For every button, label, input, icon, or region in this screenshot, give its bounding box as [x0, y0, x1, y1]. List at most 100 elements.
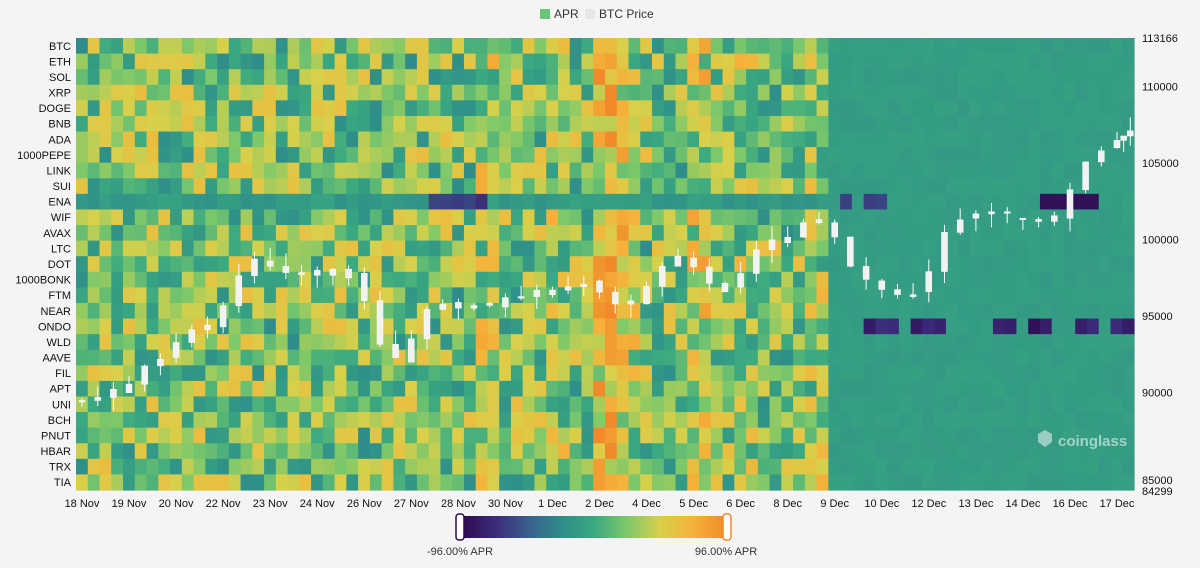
heatmap-cell[interactable] [228, 84, 242, 101]
heatmap-cell[interactable] [228, 115, 242, 133]
colorbar-max-handle[interactable] [722, 513, 732, 541]
heatmap-cell[interactable] [898, 412, 912, 429]
heatmap-cell[interactable] [851, 427, 865, 444]
heatmap-cell[interactable] [287, 178, 300, 195]
heatmap-cell[interactable] [405, 427, 418, 444]
heatmap-cell[interactable] [170, 412, 183, 429]
heatmap-cell[interactable] [816, 334, 829, 351]
heatmap-cell[interactable] [863, 412, 876, 429]
heatmap-cell[interactable] [781, 302, 794, 320]
heatmap-cell[interactable] [522, 147, 536, 164]
heatmap-cell[interactable] [887, 115, 900, 133]
heatmap-cell[interactable] [99, 147, 112, 164]
heatmap-cell[interactable] [99, 365, 112, 382]
heatmap-cell[interactable] [416, 225, 430, 242]
heatmap-cell[interactable] [381, 131, 394, 148]
heatmap-cell[interactable] [769, 427, 782, 444]
heatmap-cell[interactable] [710, 318, 724, 335]
heatmap-cell[interactable] [299, 209, 312, 226]
heatmap-cell[interactable] [416, 178, 430, 195]
heatmap-cell[interactable] [405, 131, 418, 148]
heatmap-cell[interactable] [123, 349, 136, 366]
heatmap-cell[interactable] [992, 240, 1006, 257]
heatmap-cell[interactable] [510, 240, 524, 257]
heatmap-cell[interactable] [146, 69, 159, 86]
heatmap-cell[interactable] [898, 458, 912, 476]
heatmap-cell[interactable] [405, 365, 418, 382]
heatmap-cell[interactable] [252, 147, 265, 164]
heatmap-cell[interactable] [981, 287, 994, 304]
heatmap-cell[interactable] [1098, 131, 1112, 148]
heatmap-cell[interactable] [475, 271, 489, 288]
heatmap-cell[interactable] [146, 209, 159, 226]
heatmap-cell[interactable] [722, 131, 735, 148]
heatmap-cell[interactable] [170, 302, 183, 320]
heatmap-cell[interactable] [193, 334, 206, 351]
heatmap-cell[interactable] [322, 209, 336, 226]
heatmap-cell[interactable] [628, 162, 641, 179]
heatmap-cell[interactable] [475, 349, 489, 366]
heatmap-cell[interactable] [616, 256, 630, 273]
heatmap-cell[interactable] [452, 458, 465, 476]
heatmap-cell[interactable] [863, 38, 876, 55]
heatmap-cell[interactable] [816, 302, 829, 320]
heatmap-cell[interactable] [322, 115, 336, 133]
heatmap-cell[interactable] [111, 302, 124, 320]
heatmap-cell[interactable] [334, 271, 347, 288]
heatmap-cell[interactable] [87, 100, 101, 117]
heatmap-cell[interactable] [581, 240, 594, 257]
heatmap-cell[interactable] [581, 162, 594, 179]
heatmap-cell[interactable] [734, 100, 747, 117]
heatmap-cell[interactable] [640, 69, 653, 86]
heatmap-cell[interactable] [87, 412, 101, 429]
heatmap-cell[interactable] [934, 412, 947, 429]
heatmap-cell[interactable] [264, 84, 277, 101]
heatmap-cell[interactable] [264, 365, 277, 382]
heatmap-cell[interactable] [710, 334, 724, 351]
heatmap-cell[interactable] [405, 474, 418, 491]
heatmap-cell[interactable] [428, 287, 442, 304]
heatmap-cell[interactable] [1004, 256, 1018, 273]
heatmap-cell[interactable] [334, 209, 347, 226]
heatmap-cell[interactable] [287, 193, 300, 211]
heatmap-cell[interactable] [1039, 365, 1053, 382]
heatmap-cell[interactable] [287, 162, 300, 179]
heatmap-cell[interactable] [581, 349, 594, 366]
heatmap-cell[interactable] [663, 147, 677, 164]
heatmap-cell[interactable] [346, 318, 359, 335]
heatmap-cell[interactable] [981, 334, 994, 351]
heatmap-cell[interactable] [981, 271, 994, 288]
heatmap-cell[interactable] [722, 193, 735, 211]
heatmap-cell[interactable] [428, 365, 442, 382]
heatmap-cell[interactable] [111, 349, 124, 366]
heatmap-cell[interactable] [557, 84, 571, 101]
heatmap-cell[interactable] [1122, 115, 1135, 133]
heatmap-cell[interactable] [746, 162, 759, 179]
heatmap-cell[interactable] [252, 240, 265, 257]
heatmap-cell[interactable] [240, 256, 253, 273]
heatmap-cell[interactable] [569, 318, 583, 335]
heatmap-cell[interactable] [87, 458, 101, 476]
heatmap-cell[interactable] [1016, 443, 1029, 460]
heatmap-cell[interactable] [1004, 287, 1018, 304]
heatmap-cell[interactable] [170, 178, 183, 195]
heatmap-cell[interactable] [1122, 53, 1135, 70]
heatmap-cell[interactable] [346, 193, 359, 211]
heatmap-cell[interactable] [898, 256, 912, 273]
heatmap-cell[interactable] [358, 443, 371, 460]
heatmap-cell[interactable] [287, 334, 300, 351]
heatmap-cell[interactable] [969, 100, 982, 117]
heatmap-cell[interactable] [804, 115, 818, 133]
heatmap-cell[interactable] [181, 38, 195, 55]
heatmap-cell[interactable] [628, 318, 641, 335]
heatmap-cell[interactable] [945, 69, 959, 86]
heatmap-cell[interactable] [381, 271, 394, 288]
heatmap-cell[interactable] [992, 380, 1006, 398]
heatmap-cell[interactable] [746, 100, 759, 117]
heatmap-cell[interactable] [687, 193, 700, 211]
heatmap-cell[interactable] [264, 53, 277, 70]
heatmap-cell[interactable] [1004, 193, 1018, 211]
heatmap-cell[interactable] [828, 396, 841, 413]
heatmap-cell[interactable] [546, 443, 559, 460]
heatmap-cell[interactable] [264, 115, 277, 133]
